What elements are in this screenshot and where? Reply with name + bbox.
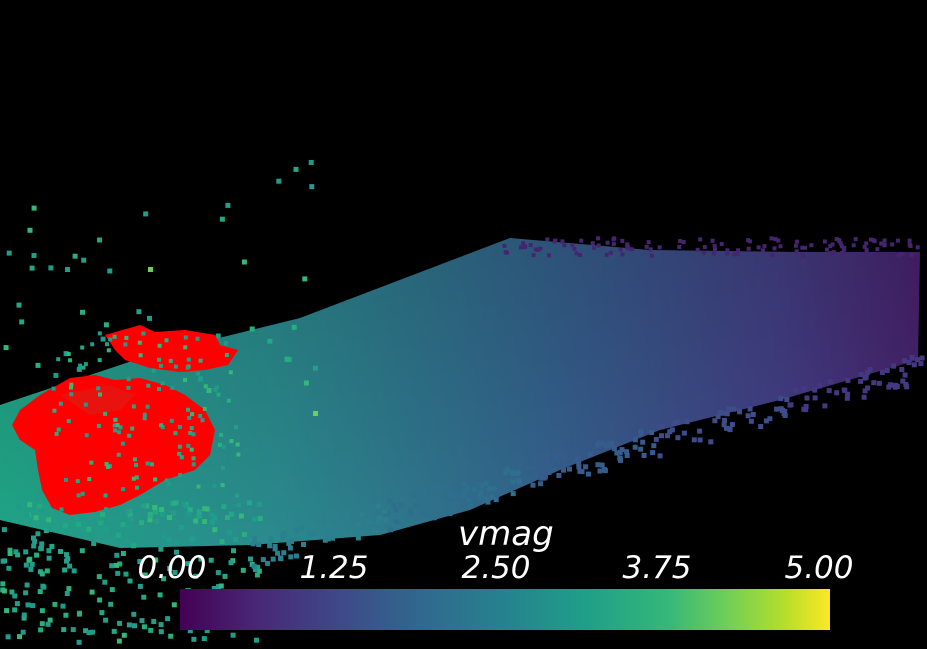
scalar-bar-colorbar bbox=[180, 589, 830, 630]
fluid-slab-shading bbox=[0, 238, 920, 548]
scalar-bar-tick-label: 0.00 bbox=[137, 550, 207, 586]
scalar-bar-title: vmag bbox=[458, 514, 554, 554]
scalar-bar-tick-label: 3.75 bbox=[622, 550, 692, 586]
scalar-bar-tick-label: 1.25 bbox=[299, 550, 369, 586]
scalar-bar-tick-label: 5.00 bbox=[784, 550, 854, 586]
rigid-body-object bbox=[12, 325, 238, 515]
particle-scatter bbox=[0, 160, 925, 645]
scalar-bar-tick-label: 2.50 bbox=[461, 550, 531, 586]
particle-scatter-front bbox=[51, 267, 318, 512]
